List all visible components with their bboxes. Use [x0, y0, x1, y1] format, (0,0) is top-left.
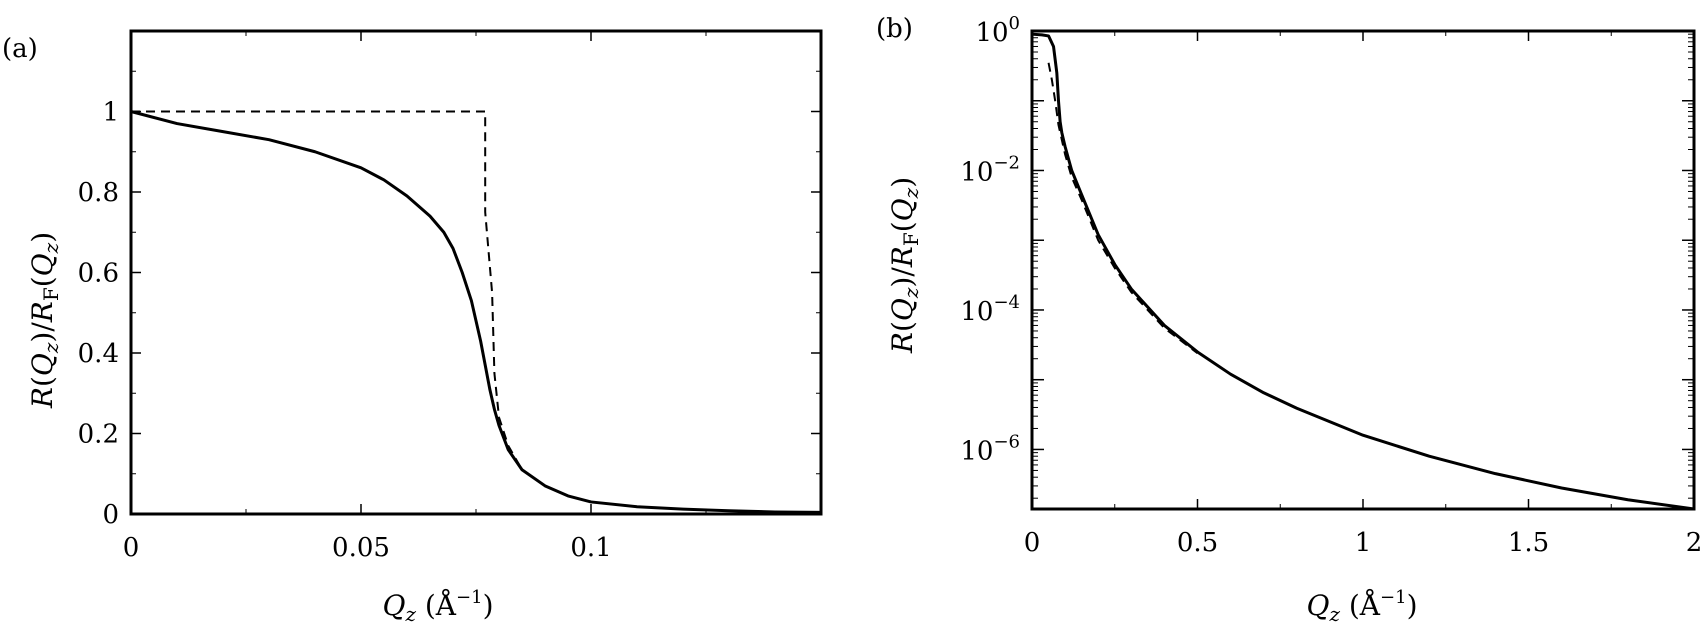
plot-frame-a [129, 29, 823, 516]
panel-a: (a) R(Qz)/RF(Qz) Qz (Å−1) 0 0.05 0.1 0 0.2 0.… [2, 29, 823, 626]
x-tick-label-b: 1.5 [1508, 528, 1549, 558]
y-tick-label-a: 0 [102, 500, 119, 530]
svg-text:Qz (Å−1): Qz (Å−1) [382, 587, 493, 626]
y-axis-label-a: R(Qz)/RF(Qz) [26, 232, 63, 409]
y-tick-label-b: 100 [975, 13, 1020, 48]
panel-b: (b) R(Qz)/RF(Qz) Qz (Å−1) 0 0.5 1 1.5 2 100 10… [876, 13, 1702, 626]
x-tick-label-b: 1 [1355, 528, 1372, 558]
series-solid-line-a [130, 110, 822, 514]
svg-text:R(Qz)/RF(Qz): R(Qz)/RF(Qz) [26, 232, 63, 409]
x-tick-label-a: 0 [123, 533, 140, 563]
x-tick-label-b: 0.5 [1177, 528, 1218, 558]
plot-frame-b [1030, 29, 1696, 511]
series-dashed-line-a [131, 110, 822, 514]
y-tick-label-a: 0.6 [78, 259, 119, 289]
y-tick-label-b: 10−2 [960, 152, 1020, 187]
y-axis-label-b: R(Qz)/RF(Qz) [886, 177, 923, 354]
panel-label-b: (b) [876, 14, 913, 44]
panel-label-a: (a) [2, 34, 38, 64]
x-tick-label-a: 0.05 [332, 533, 390, 563]
x-tick-label-b: 2 [1686, 528, 1703, 558]
series-dashed-line-b [1047, 62, 1199, 354]
y-tick-label-b: 10−4 [960, 292, 1020, 327]
svg-text:R(Qz)/RF(Qz): R(Qz)/RF(Qz) [886, 177, 923, 354]
y-tick-label-b: 10−6 [960, 431, 1020, 466]
x-tick-label-a: 0.1 [570, 533, 611, 563]
svg-text:Qz (Å−1): Qz (Å−1) [1306, 587, 1417, 626]
y-tick-label-a: 1 [102, 98, 119, 128]
series-solid-line-b [1031, 32, 1695, 511]
y-tick-label-a: 0.8 [78, 178, 119, 208]
y-tick-label-a: 0.4 [78, 339, 119, 369]
y-tick-label-a: 0.2 [78, 420, 119, 450]
x-axis-label-b: Qz (Å−1) [1306, 587, 1417, 626]
x-tick-label-b: 0 [1024, 528, 1041, 558]
x-axis-label-a: Qz (Å−1) [382, 587, 493, 626]
